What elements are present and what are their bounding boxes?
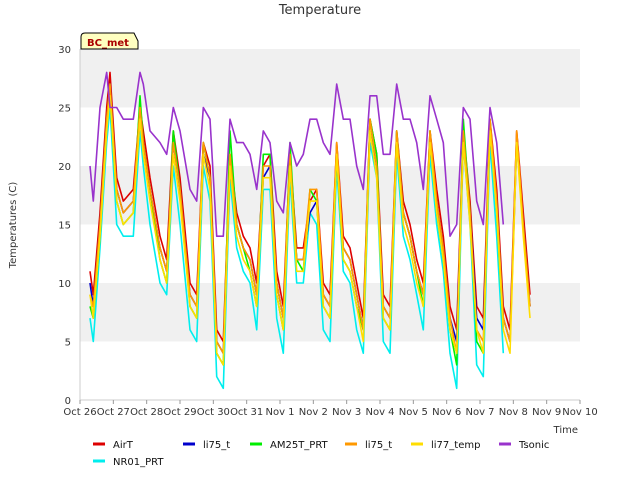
x-tick-label: Nov 7 (465, 407, 494, 418)
station-badge-label: BC_met (87, 38, 129, 49)
grid-band (80, 49, 580, 108)
legend-label: AirT (113, 440, 134, 451)
y-tick-label: 15 (58, 221, 71, 232)
x-tick-label: Oct 30 (197, 407, 230, 418)
x-tick-label: Nov 5 (399, 407, 428, 418)
y-axis-label: Temperatures (C) (8, 182, 19, 270)
y-tick-label: 20 (58, 162, 71, 173)
chart-title: Temperature (278, 3, 361, 18)
station-badge: BC_met (80, 32, 139, 50)
x-tick-label: Nov 4 (365, 407, 394, 418)
x-axis-ticks: Oct 26 Oct 27 Oct 28 Oct 29 Oct 30 Oct 31 Nov … (63, 400, 598, 418)
series-line-nr01-prt (89, 106, 505, 390)
x-tick-label: Nov 8 (499, 407, 528, 418)
legend-label: li75_t (203, 440, 230, 451)
y-tick-label: 0 (65, 396, 71, 407)
x-tick-label: Oct 29 (163, 407, 196, 418)
y-tick-label: 10 (58, 279, 71, 290)
x-tick-label: Nov 3 (332, 407, 361, 418)
x-tick-label: Nov 1 (265, 407, 294, 418)
series-line-li77-temp (89, 95, 531, 366)
legend-label: li77_temp (431, 440, 480, 451)
x-tick-label: Oct 28 (130, 407, 163, 418)
y-tick-label: 5 (65, 338, 71, 349)
series-line-tsonic (89, 71, 505, 237)
x-axis-label: Time (553, 425, 578, 436)
x-tick-label: Oct 27 (97, 407, 130, 418)
y-tick-label: 30 (58, 45, 71, 56)
legend-label: AM25T_PRT (270, 440, 329, 451)
x-tick-label: Oct 26 (63, 407, 96, 418)
x-tick-label: Nov 6 (432, 407, 461, 418)
legend-label: li75_t (365, 440, 392, 451)
x-tick-label: Oct 31 (230, 407, 263, 418)
legend-label: NR01_PRT (113, 457, 164, 468)
x-tick-label: Nov 2 (299, 407, 328, 418)
x-tick-label: Nov 9 (532, 407, 561, 418)
legend-label: Tsonic (518, 440, 549, 451)
legend: AirT li75_t AM25T_PRT li75_t li77_temp Tsonic… (93, 440, 549, 468)
y-axis-ticks: 0 5 10 15 20 25 30 (58, 45, 71, 407)
series-lines (89, 71, 531, 390)
y-tick-label: 25 (58, 104, 71, 115)
x-tick-label: Nov 10 (562, 407, 597, 418)
